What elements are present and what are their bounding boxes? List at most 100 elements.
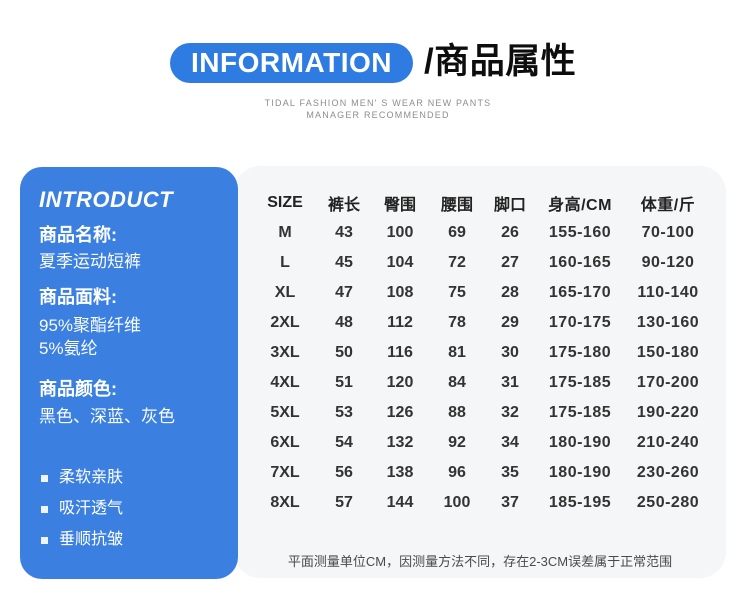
feature-item: 吸汗透气 (41, 500, 224, 518)
table-cell-size: L (280, 254, 290, 271)
table-cell: 132 (386, 434, 414, 451)
table-cell: 28 (501, 284, 519, 301)
table-cell-size: 4XL (270, 374, 300, 391)
bullet-square-icon (41, 536, 48, 544)
size-chart-card: SIZE 裤长 臀围 腰围 脚口 身高/CM 体重/斤 M 43 100 69 26 15… (234, 166, 726, 578)
table-cell-size: 5XL (270, 404, 300, 421)
table-cell: 56 (335, 464, 353, 481)
table-cell: 160-165 (548, 254, 612, 271)
table-row: 2XL 48 112 78 29 170-175 130-160 (252, 308, 712, 338)
table-cell: 35 (501, 464, 519, 481)
table-cell: 170-175 (548, 314, 612, 331)
fabric-label: 商品面料: (39, 287, 117, 307)
table-cell-size: 7XL (270, 464, 300, 481)
product-name-value: 夏季运动短裤 (39, 252, 141, 271)
table-cell: 250-280 (636, 494, 700, 511)
table-row: L 45 104 72 27 160-165 90-120 (252, 248, 712, 278)
tagline: TIDAL FASHION MEN' S WEAR NEW PANTS MANA… (178, 97, 578, 121)
introduct-panel: INTRODUCT 商品名称: 夏季运动短裤 商品面料: 95%聚酯纤维 5%氨… (20, 167, 238, 579)
table-cell: 53 (335, 404, 353, 421)
table-cell: 175-180 (548, 344, 612, 361)
table-cell-size: M (278, 224, 292, 241)
table-cell: 92 (448, 434, 466, 451)
table-cell-size: 3XL (270, 344, 300, 361)
table-cell-size: 6XL (270, 434, 300, 451)
table-header-cell: 臀围 (383, 197, 416, 214)
table-cell: 104 (386, 254, 414, 271)
feature-item: 柔软亲肤 (41, 469, 224, 487)
table-cell: 51 (335, 374, 353, 391)
table-row: XL 47 108 75 28 165-170 110-140 (252, 278, 712, 308)
table-cell: 210-240 (636, 434, 700, 451)
table-cell: 180-190 (548, 434, 612, 451)
tagline-line1: TIDAL FASHION MEN' S WEAR NEW PANTS (264, 98, 492, 108)
table-header-cell: 体重/斤 (640, 197, 696, 214)
information-badge: INFORMATION (170, 43, 413, 83)
table-cell: 72 (448, 254, 466, 271)
table-cell: 54 (335, 434, 353, 451)
table-cell: 50 (335, 344, 353, 361)
table-cell: 100 (386, 224, 414, 241)
table-cell: 75 (448, 284, 466, 301)
table-cell: 34 (501, 434, 519, 451)
color-value: 黑色、深蓝、灰色 (39, 407, 175, 426)
table-cell: 29 (501, 314, 519, 331)
feature-item: 垂顺抗皱 (41, 531, 224, 549)
table-cell: 170-200 (636, 374, 700, 391)
table-cell: 31 (501, 374, 519, 391)
table-cell: 150-180 (636, 344, 700, 361)
table-cell: 100 (443, 494, 471, 511)
feature-label: 垂顺抗皱 (59, 531, 124, 548)
table-cell: 90-120 (641, 254, 695, 271)
table-cell: 32 (501, 404, 519, 421)
table-cell: 116 (387, 344, 413, 361)
table-cell: 43 (335, 224, 353, 241)
table-row: 3XL 50 116 81 30 175-180 150-180 (252, 338, 712, 368)
table-cell: 57 (335, 494, 353, 511)
table-cell: 48 (335, 314, 353, 331)
table-cell: 138 (386, 464, 414, 481)
size-table: SIZE 裤长 臀围 腰围 脚口 身高/CM 体重/斤 M 43 100 69 26 15… (252, 188, 712, 518)
table-header-row: SIZE 裤长 臀围 腰围 脚口 身高/CM 体重/斤 (252, 188, 712, 218)
table-cell: 155-160 (548, 224, 612, 241)
feature-label: 柔软亲肤 (59, 469, 124, 486)
table-header-cell: 裤长 (327, 197, 360, 214)
size-table-body: M 43 100 69 26 155-160 70-100 L 45 104 72 27 160-165… (252, 218, 712, 518)
table-cell: 144 (386, 494, 414, 511)
table-cell: 81 (448, 344, 466, 361)
table-cell: 185-195 (548, 494, 612, 511)
table-cell: 175-185 (548, 404, 612, 421)
feature-list: 柔软亲肤 吸汗透气 垂顺抗皱 (39, 469, 224, 549)
table-cell: 70-100 (641, 224, 695, 241)
table-cell-size: 2XL (270, 314, 300, 331)
table-cell: 47 (335, 284, 353, 301)
fabric-value-line2: 5%氨纶 (39, 339, 98, 358)
table-header-cell: 腰围 (440, 197, 473, 214)
table-cell: 180-190 (548, 464, 612, 481)
table-cell: 26 (501, 224, 519, 241)
table-cell: 165-170 (548, 284, 612, 301)
table-cell: 126 (386, 404, 414, 421)
table-cell-size: XL (274, 284, 296, 301)
table-cell: 30 (501, 344, 519, 361)
table-cell: 120 (386, 374, 414, 391)
table-cell: 110-140 (637, 284, 699, 301)
page-title: /商品属性 (424, 42, 577, 81)
table-cell: 175-185 (548, 374, 612, 391)
table-cell: 108 (386, 284, 414, 301)
feature-label: 吸汗透气 (59, 500, 124, 517)
table-header-cell: 身高/CM (548, 197, 612, 214)
table-cell: 230-260 (636, 464, 700, 481)
table-row: M 43 100 69 26 155-160 70-100 (252, 218, 712, 248)
table-cell: 27 (501, 254, 519, 271)
color-label: 商品颜色: (39, 379, 117, 399)
table-cell: 84 (448, 374, 466, 391)
table-cell: 96 (448, 464, 466, 481)
table-header-cell: 脚口 (493, 197, 526, 214)
product-name-label: 商品名称: (39, 225, 117, 245)
table-row: 8XL 57 144 100 37 185-195 250-280 (252, 488, 712, 518)
bullet-square-icon (41, 505, 48, 513)
table-header-cell: SIZE (267, 194, 303, 211)
table-cell-size: 8XL (270, 494, 300, 511)
table-cell: 112 (387, 314, 413, 331)
